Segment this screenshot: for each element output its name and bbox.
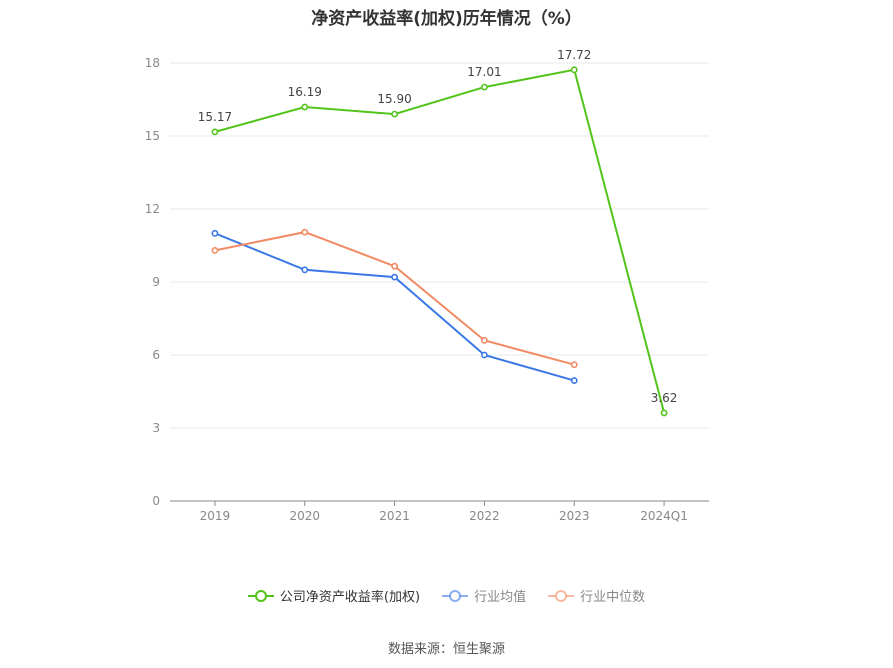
data-point (211, 229, 219, 237)
data-label: 15.17 (198, 110, 232, 124)
y-tick-label: 15 (145, 129, 160, 143)
data-point (391, 110, 398, 118)
y-tick-label: 3 (152, 421, 160, 435)
y-tick-label: 0 (152, 494, 160, 508)
legend-marker-icon (247, 589, 274, 602)
data-label: 17.01 (467, 65, 501, 79)
axes: 0 3 6 9 12 15 18 2019 2020 2021 2022 2023 2024Q1 (145, 56, 709, 523)
x-tick-label: 2023 (559, 509, 590, 523)
data-point (481, 336, 488, 344)
data-labels: 15.17 16.19 15.90 17.01 17.72 3.62 (198, 48, 678, 405)
series-line-0 (214, 68, 666, 414)
data-point (301, 266, 309, 274)
data-point (211, 246, 219, 254)
legend-marker-icon (442, 589, 469, 602)
series-lines (211, 66, 668, 417)
data-point (570, 361, 578, 369)
data-label: 3.62 (651, 391, 678, 405)
legend-label: 公司净资产收益率(加权) (279, 590, 421, 605)
data-point (301, 228, 309, 236)
data-point (391, 273, 398, 281)
series-line-1 (214, 232, 575, 382)
legend-marker-icon (548, 589, 575, 602)
y-tick-label: 6 (152, 348, 160, 362)
source-note: 数据来源：恒生聚源 (387, 642, 505, 657)
data-point (391, 262, 398, 270)
data-label: 16.19 (288, 85, 322, 99)
x-tick-label: 2020 (289, 509, 320, 523)
data-label: 17.72 (557, 48, 591, 62)
data-point (301, 103, 309, 111)
legend-item-2[interactable]: 行业中位数 (548, 586, 645, 605)
data-point (481, 351, 488, 359)
y-tick-label: 9 (152, 275, 160, 289)
x-tick-label: 2021 (379, 509, 410, 523)
x-tick-label: 2019 (200, 509, 231, 523)
data-label: 15.90 (377, 92, 411, 106)
legend-item-1[interactable]: 行业均值 (442, 586, 526, 605)
y-tick-label: 12 (145, 202, 160, 216)
data-point (660, 409, 668, 417)
legend: 公司净资产收益率(加权) 行业均值 行业中位数 (0, 586, 893, 605)
x-tick-label: 2022 (469, 509, 500, 523)
legend-item-0[interactable]: 公司净资产收益率(加权) (247, 586, 421, 605)
grid-lines (170, 62, 709, 429)
chart-title: 净资产收益率(加权)历年情况（%） (311, 9, 582, 29)
data-point (570, 377, 578, 384)
data-point (211, 128, 219, 136)
series-line-2 (214, 231, 575, 366)
data-point (481, 83, 488, 91)
y-tick-label: 18 (145, 56, 160, 70)
x-tick-label: 2024Q1 (640, 509, 688, 523)
data-point (570, 66, 578, 74)
legend-label: 行业均值 (474, 590, 527, 605)
legend-label: 行业中位数 (580, 590, 646, 605)
